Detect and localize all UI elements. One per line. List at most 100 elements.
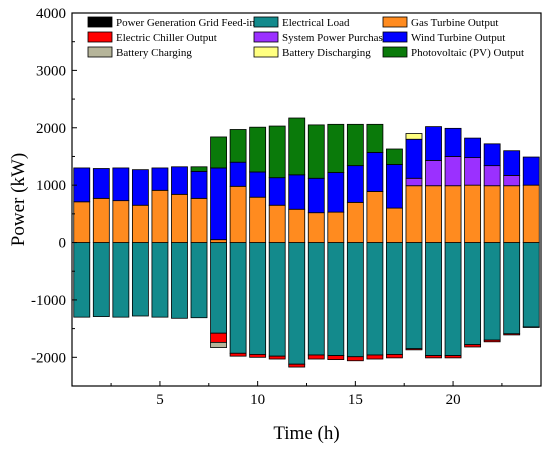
bar-segment [131,242,149,317]
bar-segment [346,356,364,362]
bar-segment [288,117,306,176]
bar-segment [386,207,403,243]
bar-segment [366,191,384,243]
bar-segment [425,355,442,359]
bar-segment [268,204,286,243]
bar-segment [425,185,442,243]
bar-segment [483,165,501,187]
bar-segment [268,177,286,206]
y-tick-label: 3000 [36,63,66,79]
bar-segment [444,156,462,187]
bar-segment [503,185,521,243]
x-tick-label: 20 [446,392,461,408]
bar-segment [327,172,345,213]
legend-label: Electrical Load [282,17,350,29]
bar-segment [386,164,403,209]
y-tick-label: 1000 [36,178,66,194]
legend: Power Generation Grid Feed-in Electrical … [87,16,524,59]
bar-segment [210,136,227,169]
bar-segment [171,242,188,319]
bar-segment [464,157,482,186]
bar-segment [444,185,462,243]
bar-segment [327,211,345,243]
bar-segment [386,242,403,355]
legend-swatch [87,46,113,58]
bar-segment [503,174,521,187]
bars-layer [73,117,540,368]
legend-swatch [253,16,279,28]
bar-segment [522,156,540,186]
bar-segment [151,167,169,191]
bar-segment [92,242,110,317]
bar-segment [92,197,110,243]
legend-label: Battery Charging [116,47,192,59]
legend-swatch [382,16,408,28]
bar-segment [288,363,306,368]
bar-segment [425,126,442,161]
bar-segment [112,242,130,318]
bar-segment [327,123,345,173]
bar-segment [131,169,149,206]
bar-segment [229,352,247,357]
bar-segment [92,168,110,199]
bar-segment [405,185,423,243]
bar-segment [405,177,423,187]
legend-label: Photovoltaic (PV) Output [411,47,524,59]
bar-segment [522,242,540,328]
bar-segment [346,123,364,167]
bar-segment [483,143,501,167]
bar-segment [307,242,325,356]
y-axis-title: Power (kW) [8,153,29,246]
bar-segment [112,167,130,202]
bar-segment [190,166,208,172]
bar-segment [405,242,423,350]
bar-segment [366,354,384,360]
bar-segment [249,171,267,198]
bar-segment [151,242,169,318]
bar-segment [171,193,188,243]
bar-segment [386,148,403,165]
bar-segment [327,242,345,356]
legend-swatch [253,46,279,58]
bar-segment [249,354,267,358]
bar-segment [464,184,482,243]
x-tick-label: 10 [250,392,265,408]
bar-segment [171,166,188,195]
legend-swatch [87,31,113,43]
bar-segment [190,170,208,199]
legend-label: Wind Turbine Output [411,32,505,44]
bar-segment [288,174,306,210]
bar-segment [425,160,442,187]
bar-segment [229,129,247,163]
x-tick-label: 5 [156,392,164,408]
bar-segment [464,344,482,348]
bar-segment [346,165,364,203]
legend-swatch [87,16,113,28]
bar-segment [503,150,521,176]
bar-segment [307,212,325,243]
legend-label: Battery Discharging [282,47,371,59]
y-tick-label: 2000 [36,121,66,137]
x-tick-label: 15 [348,392,363,408]
bar-segment [483,185,501,243]
bar-segment [210,239,227,243]
bar-segment [210,167,227,241]
y-tick-label: -2000 [31,350,66,366]
legend-label: Gas Turbine Output [411,17,498,29]
bar-segment [405,138,423,179]
bar-segment [346,201,364,243]
legend-label: Electric Chiller Output [116,32,217,44]
bar-segment [249,196,267,243]
bar-segment [131,204,149,243]
bar-segment [268,355,286,360]
bar-segment [307,177,325,214]
bar-segment [444,355,462,359]
bar-segment [73,201,91,243]
legend-label: System Power Purchase [282,32,388,44]
bar-segment [288,242,306,365]
x-axis-title: Time (h) [273,423,339,444]
bar-segment [327,355,345,361]
bar-segment [444,242,462,356]
bar-segment [249,242,267,355]
